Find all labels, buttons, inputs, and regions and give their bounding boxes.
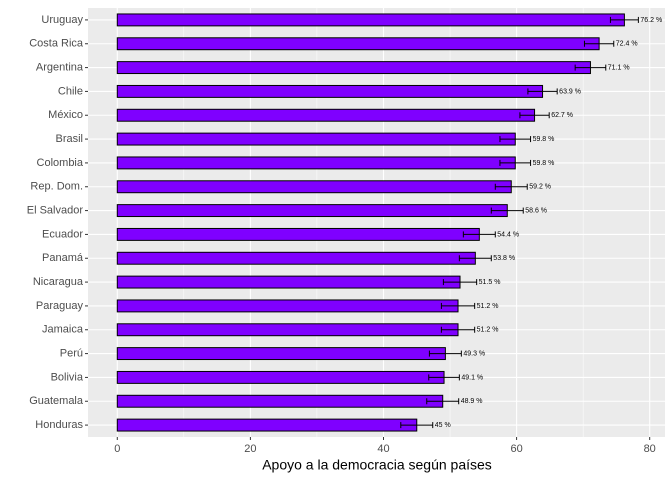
bar <box>116 13 625 27</box>
bar <box>116 132 516 146</box>
y-tick-label: Paraguay <box>36 300 84 312</box>
y-tick-label: México <box>48 109 83 121</box>
value-label: 59.8 % <box>533 136 555 143</box>
value-label: 59.8 % <box>533 160 555 167</box>
y-tick-label: Nicaragua <box>33 276 84 288</box>
y-tick-label: Panamá <box>42 252 84 264</box>
bar <box>116 275 461 289</box>
value-label: 51.2 % <box>477 327 499 334</box>
x-tick-label: 40 <box>377 443 389 455</box>
value-label: 54.4 % <box>497 231 519 238</box>
value-label: 51.5 % <box>479 279 501 286</box>
bar <box>116 299 459 313</box>
value-label: 45 % <box>435 422 451 429</box>
y-tick-label: Honduras <box>35 419 83 431</box>
value-label: 49.1 % <box>461 374 483 381</box>
bar <box>116 323 459 337</box>
value-label: 48.9 % <box>461 398 483 405</box>
bar <box>116 347 446 361</box>
y-tick-label: El Salvador <box>27 204 84 216</box>
value-label: 72.4 % <box>616 41 638 48</box>
bar <box>116 156 516 170</box>
y-tick-label: Jamaica <box>42 324 84 336</box>
y-tick-label: Chile <box>58 85 83 97</box>
value-label: 51.2 % <box>477 303 499 310</box>
bar <box>116 180 512 194</box>
bar <box>116 251 476 265</box>
x-tick-label: 20 <box>244 443 256 455</box>
x-axis-title: Apoyo a la democracia según países <box>262 457 492 473</box>
bar <box>116 108 536 122</box>
value-label: 76.2 % <box>640 17 662 24</box>
bar <box>116 61 591 75</box>
y-tick-label: Brasil <box>55 133 83 145</box>
bar <box>116 370 445 384</box>
x-tick-label: 80 <box>644 443 656 455</box>
y-tick-label: Argentina <box>36 61 84 73</box>
y-tick-label: Colombia <box>37 157 84 169</box>
y-tick-label: Rep. Dom. <box>30 181 83 193</box>
y-tick-label: Guatemala <box>29 395 84 407</box>
y-tick-label: Costa Rica <box>29 38 84 50</box>
value-label: 71.1 % <box>608 64 630 71</box>
value-label: 53.8 % <box>493 255 515 262</box>
value-label: 49.3 % <box>463 350 485 357</box>
bar <box>116 37 600 51</box>
panel <box>88 8 665 437</box>
y-tick-label: Ecuador <box>42 228 83 240</box>
bar <box>116 418 418 432</box>
value-label: 59.2 % <box>529 184 551 191</box>
y-tick-label: Perú <box>60 347 83 359</box>
value-label: 58.6 % <box>525 207 547 214</box>
y-tick-label: Uruguay <box>41 14 83 26</box>
bar <box>116 227 480 241</box>
value-label: 63.9 % <box>559 88 581 95</box>
x-tick-label: 60 <box>510 443 522 455</box>
bar <box>116 204 508 218</box>
value-label: 62.7 % <box>551 112 573 119</box>
bar <box>116 394 444 408</box>
y-tick-label: Bolivia <box>51 371 84 383</box>
bar <box>116 84 544 98</box>
x-tick-label: 0 <box>114 443 120 455</box>
